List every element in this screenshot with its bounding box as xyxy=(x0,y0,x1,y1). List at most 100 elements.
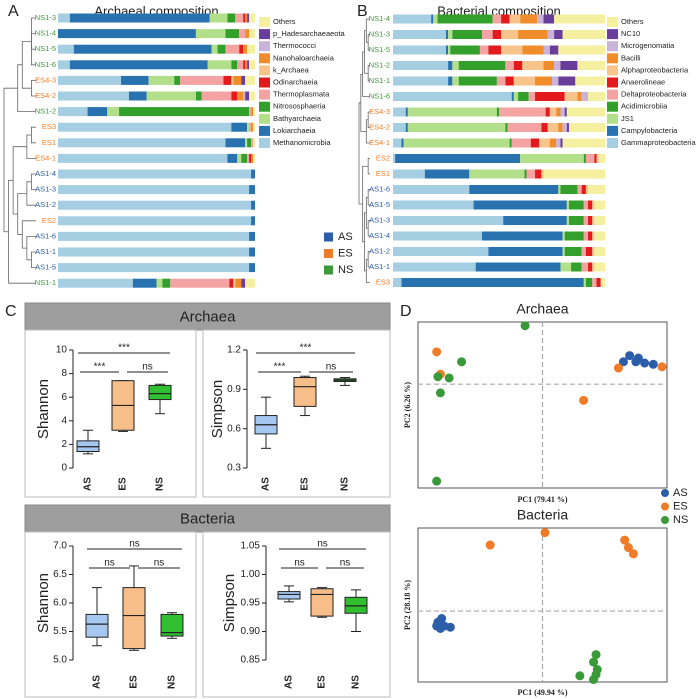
point xyxy=(625,351,635,361)
point xyxy=(579,395,589,405)
bar-segment xyxy=(496,107,499,117)
bar-segment xyxy=(585,278,593,287)
group-label: NS xyxy=(338,264,353,276)
y-tick-label: 8 xyxy=(61,368,67,379)
group-swatch xyxy=(324,265,333,275)
bar-segment xyxy=(505,76,514,86)
bar-segment xyxy=(249,247,255,257)
x-tick-label: ES xyxy=(300,477,311,491)
bar-segment xyxy=(564,247,582,256)
dendrogram-branch xyxy=(362,51,370,97)
box xyxy=(310,588,334,617)
group-swatch xyxy=(324,232,333,242)
dendrogram-branch xyxy=(358,102,363,205)
bar-segment xyxy=(156,278,163,288)
bar-segment xyxy=(554,61,561,70)
bar-segment xyxy=(492,30,502,39)
point xyxy=(457,357,467,367)
legend-marker xyxy=(661,489,669,497)
dendrogram-branch xyxy=(26,134,36,159)
bar-segment xyxy=(594,216,605,225)
legend-swatch xyxy=(607,101,618,112)
bar-segment xyxy=(424,169,470,179)
point xyxy=(633,353,643,363)
legend-swatch xyxy=(259,138,270,148)
bar-segment xyxy=(253,153,255,163)
x-tick-label: AS xyxy=(261,477,272,491)
bar-segment xyxy=(58,91,129,101)
bar-segment xyxy=(583,278,586,287)
panel-label: B xyxy=(357,3,368,20)
bar-segment xyxy=(509,14,521,24)
bar-segment xyxy=(241,278,246,288)
bar-segment xyxy=(448,45,451,55)
sample-label: NS1-2 xyxy=(35,107,56,116)
bar-segment xyxy=(235,13,244,23)
dendrogram-branch xyxy=(17,193,27,235)
bar-segment xyxy=(251,122,254,132)
legend-swatch xyxy=(607,89,618,100)
y-tick-label: 1.05 xyxy=(241,541,261,552)
y-tick-label: 0.6 xyxy=(227,423,241,434)
sample-label: AS1-2 xyxy=(369,246,390,255)
bar-segment xyxy=(393,278,402,287)
legend-label: NS xyxy=(673,514,688,526)
chart-title: Archaea xyxy=(516,301,568,317)
dendrogram-branch xyxy=(21,220,36,249)
bar-segment xyxy=(231,75,234,85)
bar-segment xyxy=(227,13,236,23)
sample-label: AS1-1 xyxy=(35,247,56,256)
dendrogram-branch xyxy=(364,212,367,272)
bar-segment xyxy=(588,92,605,101)
bar-segment xyxy=(231,122,248,132)
bar-segment xyxy=(560,61,578,70)
bar-segment xyxy=(249,60,255,70)
bar-segment xyxy=(433,14,438,24)
bar-segment xyxy=(174,75,181,85)
significance-label: ns xyxy=(142,362,153,373)
bar-segment xyxy=(450,45,480,55)
bar-segment xyxy=(558,123,563,132)
bar-segment xyxy=(535,92,565,101)
bar-segment xyxy=(596,154,599,163)
bar-segment xyxy=(581,92,589,101)
bar-segment xyxy=(541,169,544,179)
legend-label: Anaerolineae xyxy=(621,77,665,86)
y-tick-label: 0.95 xyxy=(241,598,261,609)
y-axis-label: PC2 (28.18 %) xyxy=(403,580,412,630)
bar-segment xyxy=(577,61,605,70)
y-axis-label: Simpson xyxy=(221,574,238,632)
bar-segment xyxy=(251,200,255,210)
bar-segment xyxy=(583,154,586,163)
bar-segment xyxy=(577,185,582,194)
bar-segment xyxy=(509,138,512,148)
bar-segment xyxy=(592,200,595,210)
sample-label: AS1-4 xyxy=(35,169,56,178)
bar-segment xyxy=(245,29,250,39)
significance-label: ns xyxy=(104,558,115,569)
x-tick-label: ES xyxy=(129,675,140,689)
bar-segment xyxy=(562,30,605,39)
bar-segment xyxy=(249,107,252,117)
bar-segment xyxy=(446,45,449,55)
bar-segment xyxy=(594,231,605,241)
dendrogram-branch xyxy=(31,251,36,268)
bar-segment xyxy=(588,231,593,241)
dendrogram-branch xyxy=(365,196,369,229)
x-tick-label: NS xyxy=(340,477,351,491)
bar-segment xyxy=(522,61,544,70)
bar-segment xyxy=(128,91,147,101)
dendrogram-branch xyxy=(360,73,367,132)
dendrogram-branch xyxy=(26,236,36,261)
dendrogram-branch xyxy=(364,30,369,74)
sample-label: NS1-3 xyxy=(35,13,56,22)
sample-label: ES2 xyxy=(42,216,56,225)
dendrogram-branch xyxy=(31,126,36,144)
legend-label: Thermoplasmata xyxy=(273,90,330,99)
section-title: Archaea xyxy=(180,308,237,325)
x-tick-label: ES xyxy=(118,477,129,491)
bar-segment xyxy=(233,278,236,288)
bar-segment xyxy=(119,107,250,117)
bar-segment xyxy=(245,60,248,70)
